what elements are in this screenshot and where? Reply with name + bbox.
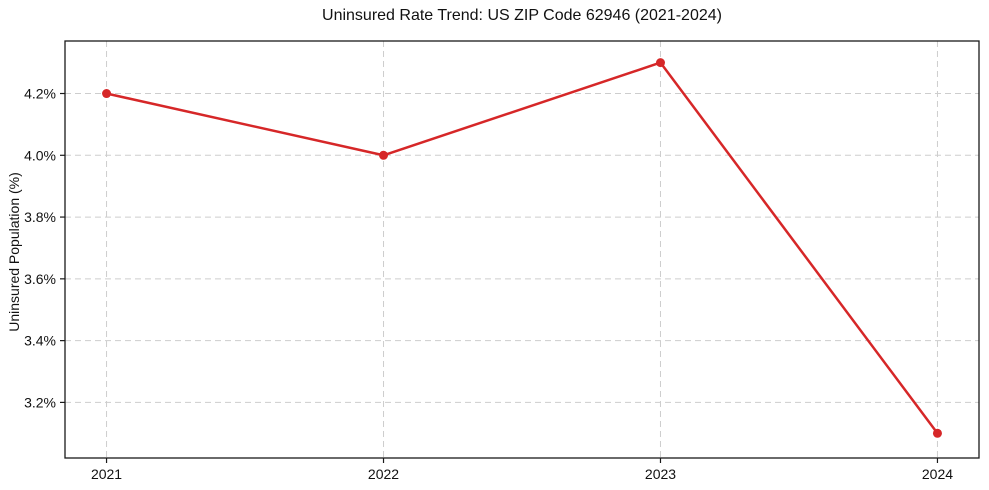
plot-border [64,40,980,459]
y-tick-label: 4.2% [24,86,56,102]
data-point [655,58,665,68]
y-tick-label: 3.6% [24,271,56,287]
chart-title: Uninsured Rate Trend: US ZIP Code 62946 … [322,7,722,24]
x-tick-label: 2024 [922,466,953,482]
trend-line [105,61,939,435]
data-point [379,150,389,160]
x-tick-label: 2023 [645,466,676,482]
y-tick-label: 3.4% [24,333,56,349]
x-tick-label: 2021 [91,466,122,482]
y-tick-label: 4.0% [24,147,56,163]
y-tick-label: 3.2% [24,394,56,410]
x-tick-label: 2022 [368,466,399,482]
data-point [932,428,942,438]
y-tick-label: 3.8% [24,209,56,225]
data-point [102,89,112,99]
